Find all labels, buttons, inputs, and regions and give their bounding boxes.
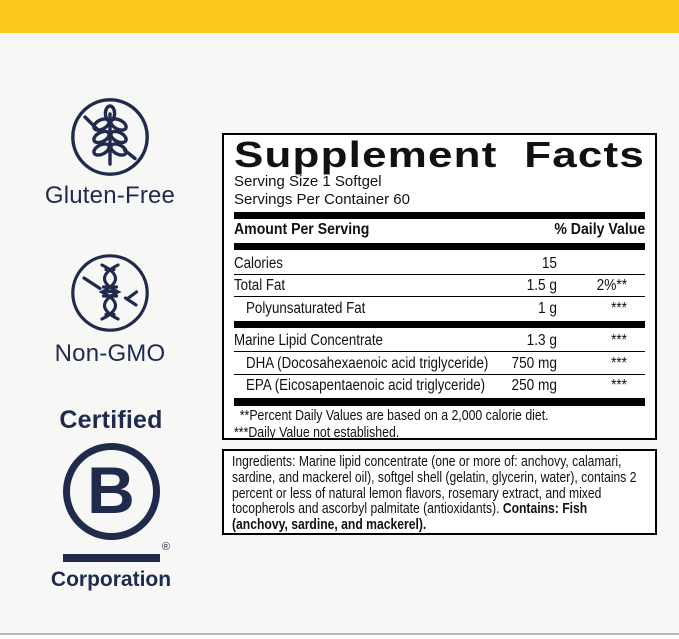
b-corp-seal: B bbox=[62, 443, 160, 540]
footnotes: **Percent Daily Values are based on a 2,… bbox=[234, 407, 645, 440]
b-corp-certified-text: Certified bbox=[59, 406, 163, 434]
footnote-daily-values: **Percent Daily Values are based on a 2,… bbox=[239, 407, 549, 424]
badge-b-corporation: Certified B ® Corporation bbox=[40, 406, 182, 592]
title-word-facts: Facts bbox=[524, 134, 645, 175]
bottom-white-strip bbox=[0, 635, 679, 639]
row-daily-value: *** bbox=[611, 332, 627, 349]
nutrient-row-epa: EPA (Eicosapentaenoic acid triglyceride)… bbox=[234, 373, 645, 397]
non-gmo-label: Non-GMO bbox=[54, 340, 166, 367]
nutrient-row-total-fat: Total Fat 1.5 g 2%** bbox=[234, 273, 645, 297]
servings-per-container-text: Servings Per Container 60 bbox=[234, 191, 410, 208]
row-amount: 750 mg bbox=[511, 354, 557, 372]
bottom-divider-line bbox=[0, 633, 679, 635]
row-amount: 1.3 g bbox=[526, 332, 557, 349]
row-daily-value: *** bbox=[611, 299, 627, 317]
row-name: Polyunsaturated Fat bbox=[246, 299, 366, 317]
serving-size-text: Serving Size 1 Softgel bbox=[234, 173, 382, 190]
wheat-crossed-icon bbox=[71, 98, 149, 176]
row-name: Total Fat bbox=[234, 277, 286, 294]
row-daily-value: 2%** bbox=[596, 277, 627, 294]
registered-trademark-icon: ® bbox=[161, 541, 170, 553]
ingredients-allergen-statement: Contains: Fish (anchovy, sardine, and ma… bbox=[232, 500, 588, 534]
row-name: Marine Lipid Concentrate bbox=[234, 332, 383, 349]
dna-crossed-icon bbox=[71, 254, 149, 332]
divider-bar-thick bbox=[234, 212, 645, 219]
ingredients-text-normal: Ingredients: Marine lipid concentrate (o… bbox=[232, 453, 637, 518]
divider-bar-thick bbox=[234, 320, 645, 328]
b-corp-corporation-text: Corporation bbox=[50, 568, 172, 591]
nutrient-row-dha: DHA (Docosahexaenoic acid triglyceride) … bbox=[234, 351, 645, 374]
badge-non-gmo: Non-GMO bbox=[35, 252, 185, 368]
yellow-accent-bar bbox=[0, 0, 679, 33]
ingredients-text: Ingredients: Marine lipid concentrate (o… bbox=[232, 454, 645, 533]
column-header-row: Amount Per Serving % Daily Value bbox=[234, 219, 645, 241]
supplement-facts-title: Supplement Facts bbox=[234, 137, 645, 173]
footnote-not-established: ***Daily Value not established. bbox=[234, 423, 400, 440]
row-amount: 1.5 g bbox=[526, 277, 557, 294]
row-name: EPA (Eicosapentaenoic acid triglyceride) bbox=[246, 377, 486, 394]
row-amount: 15 bbox=[541, 254, 557, 272]
ingredients-box: Ingredients: Marine lipid concentrate (o… bbox=[222, 449, 657, 535]
row-amount: 250 mg bbox=[511, 377, 557, 394]
b-corp-letter: B bbox=[87, 452, 135, 527]
supplement-facts-panel: Supplement Facts Serving Size 1 Softgel … bbox=[222, 133, 657, 440]
gluten-free-label: Gluten-Free bbox=[44, 182, 176, 209]
row-name: Calories bbox=[234, 254, 283, 272]
divider-bar-thick bbox=[234, 243, 645, 250]
b-corp-underline-bar bbox=[62, 554, 160, 562]
nutrient-row-polyunsaturated-fat: Polyunsaturated Fat 1 g *** bbox=[234, 296, 645, 319]
row-name: DHA (Docosahexaenoic acid triglyceride) bbox=[246, 354, 489, 372]
divider-bar-thick bbox=[234, 398, 645, 406]
row-daily-value: *** bbox=[611, 354, 627, 372]
nutrient-row-marine-lipid-concentrate: Marine Lipid Concentrate 1.3 g *** bbox=[234, 330, 645, 352]
amount-per-serving-header: Amount Per Serving bbox=[234, 221, 370, 238]
daily-value-header: % Daily Value bbox=[554, 221, 645, 238]
row-amount: 1 g bbox=[538, 299, 557, 317]
nutrient-row-calories: Calories 15 bbox=[234, 252, 645, 274]
badge-gluten-free: Gluten-Free bbox=[40, 96, 180, 210]
title-word-supplement: Supplement bbox=[234, 134, 498, 175]
row-daily-value: *** bbox=[611, 377, 627, 394]
